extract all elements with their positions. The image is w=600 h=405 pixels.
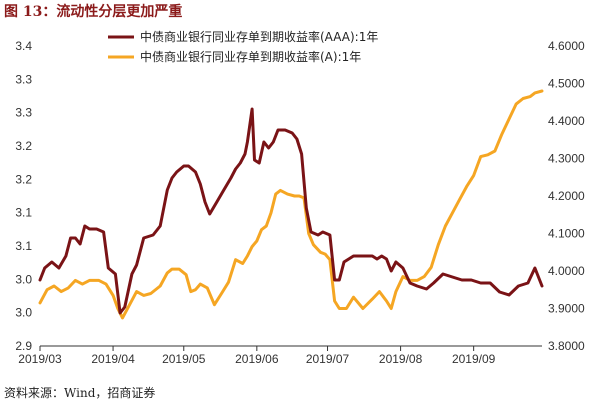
y-left-tick-label: 3.3 xyxy=(15,106,32,120)
y-left-tick-label: 3.3 xyxy=(15,72,32,86)
y-right-tick-label: 4.4000 xyxy=(548,114,585,128)
x-tick-label: 2019/06 xyxy=(235,352,279,366)
x-tick-label: 2019/03 xyxy=(18,352,62,366)
x-tick-label: 2019/09 xyxy=(452,352,496,366)
y-left-tick-label: 3.0 xyxy=(15,272,32,286)
y-left-tick-label: 3.2 xyxy=(15,172,32,186)
y-right-tick-label: 4.3000 xyxy=(548,152,585,166)
x-tick-label: 2019/08 xyxy=(379,352,423,366)
y-right-tick-label: 3.9000 xyxy=(548,302,585,316)
legend-label-a: 中债商业银行同业存单到期收益率(A):1年 xyxy=(140,49,361,64)
y-right-tick-label: 3.8000 xyxy=(548,339,585,353)
y-left-tick-label: 3.1 xyxy=(15,239,32,253)
y-left-tick-label: 3.2 xyxy=(15,139,32,153)
x-tick-label: 2019/05 xyxy=(162,352,206,366)
x-tick-label: 2019/07 xyxy=(306,352,350,366)
y-right-tick-label: 4.6000 xyxy=(548,39,585,53)
x-tick-label: 2019/04 xyxy=(91,352,135,366)
series-line-a xyxy=(38,89,544,320)
series-layer xyxy=(38,89,544,320)
y-left-tick-label: 2.9 xyxy=(15,339,32,353)
source-note: 资料来源：Wind，招商证券 xyxy=(4,386,156,400)
y-left-tick-label: 3.4 xyxy=(15,39,32,53)
y-right-tick-label: 4.5000 xyxy=(548,77,585,91)
y-right-tick-label: 4.0000 xyxy=(548,264,585,278)
y-right-tick-label: 4.2000 xyxy=(548,189,585,203)
y-left-tick-label: 3.0 xyxy=(15,306,32,320)
y-right-tick-label: 4.1000 xyxy=(548,227,585,241)
chart-title: 图 13：流动性分层更加严重 xyxy=(4,4,183,20)
y-left-tick-label: 3.1 xyxy=(15,206,32,220)
axes: 2019/03 2019/04 2019/05 2019/06 2019/07 2019/… xyxy=(15,39,585,366)
series-line-aaa xyxy=(38,107,544,315)
legend-label-aaa: 中债商业银行同业存单到期收益率(AAA):1年 xyxy=(140,29,378,44)
legend: 中债商业银行同业存单到期收益率(AAA):1年 中债商业银行同业存单到期收益率(… xyxy=(108,29,378,64)
